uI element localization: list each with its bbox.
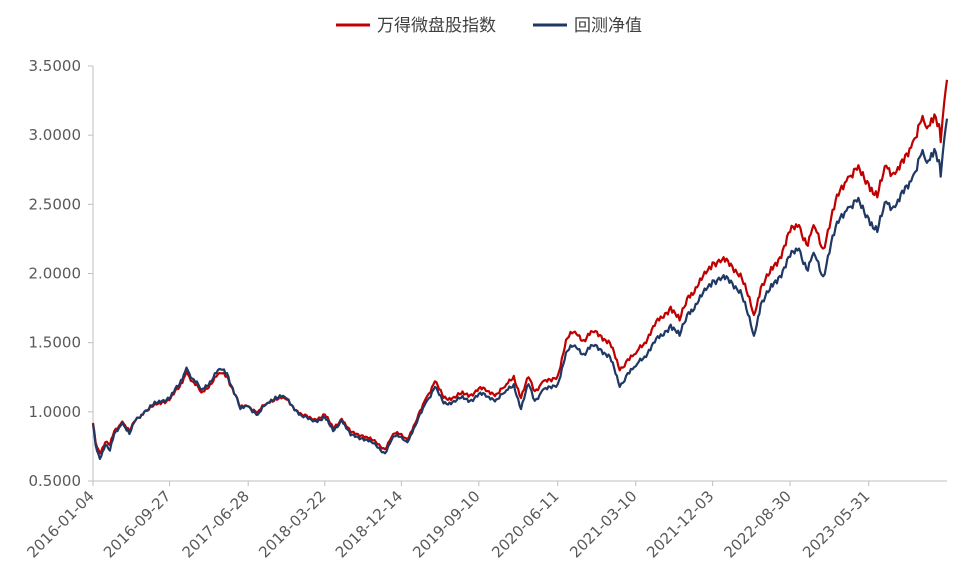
series-line-1 — [91, 118, 949, 460]
x-tick-label: 2023-05-31 — [799, 487, 873, 561]
x-tick-label: 2018-03-22 — [255, 487, 329, 561]
y-tick-label: 0.5000 — [29, 472, 82, 490]
y-tick-label: 3.0000 — [29, 126, 82, 144]
x-tick-label: 2019-09-10 — [409, 487, 483, 561]
x-tick-label: 2021-03-10 — [566, 487, 640, 561]
x-tick-label: 2016-09-27 — [100, 487, 174, 561]
plot-area — [91, 79, 949, 460]
y-tick-label: 3.5000 — [29, 57, 82, 75]
x-tick-label: 2022-08-30 — [721, 487, 795, 561]
legend-label-0: 万得微盘股指数 — [377, 16, 496, 36]
y-tick-label: 1.0000 — [29, 403, 82, 421]
x-axis: 2016-01-04 2016-09-27 2017-06-28 2018-03-22… — [23, 480, 947, 561]
x-tick-label: 2018-12-14 — [332, 487, 406, 561]
legend: 万得微盘股指数 回测净值 — [336, 16, 642, 36]
legend-label-1: 回测净值 — [574, 16, 642, 36]
y-tick-label: 2.5000 — [29, 195, 82, 213]
x-tick-label: 2020-06-11 — [488, 487, 562, 561]
y-tick-label: 2.0000 — [29, 265, 82, 283]
x-tick-label: 2016-01-04 — [23, 487, 97, 561]
y-tick-label: 1.5000 — [29, 334, 82, 352]
x-tick-label: 2017-06-28 — [179, 487, 253, 561]
y-axis: 0.5000 1.0000 1.5000 2.0000 2.5000 3.0000 3.50… — [29, 57, 94, 490]
x-tick-label: 2021-12-03 — [643, 487, 717, 561]
